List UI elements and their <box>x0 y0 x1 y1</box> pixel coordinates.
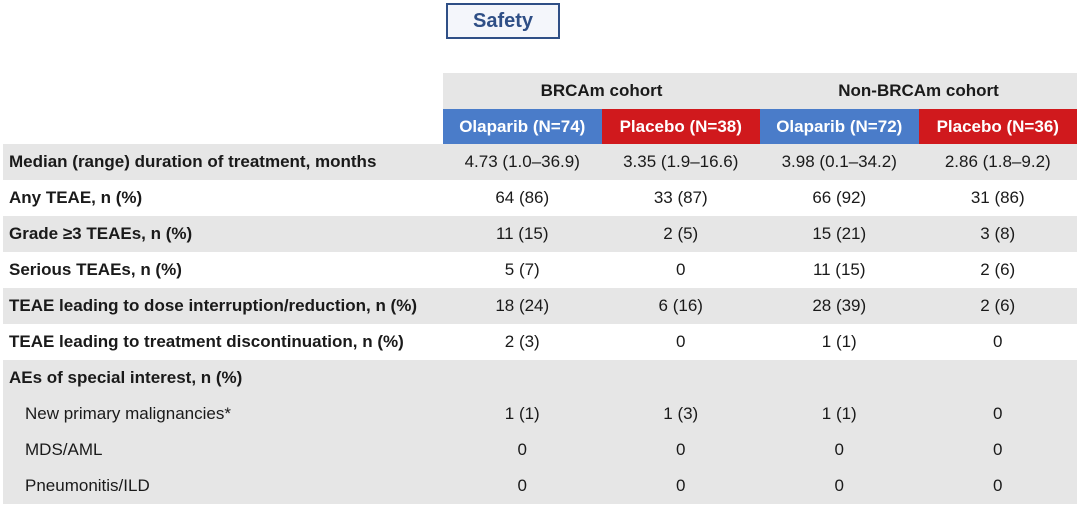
cell-value: 0 <box>601 252 760 288</box>
cell-value: 11 (15) <box>760 252 919 288</box>
table-row: Median (range) duration of treatment, mo… <box>3 144 1078 180</box>
cell-value: 18 (24) <box>443 288 602 324</box>
cell-value: 15 (21) <box>760 216 919 252</box>
cell-value: 5 (7) <box>443 252 602 288</box>
row-label: Pneumonitis/ILD <box>3 468 443 504</box>
cell-value: 0 <box>760 432 919 468</box>
cell-value: 2 (6) <box>918 288 1078 324</box>
cohort-header-brcam: BRCAm cohort <box>443 73 760 109</box>
cell-value: 6 (16) <box>601 288 760 324</box>
row-label: Grade ≥3 TEAEs, n (%) <box>3 216 443 252</box>
cell-value: 0 <box>918 468 1078 504</box>
table-row: New primary malignancies* 1 (1) 1 (3) 1 … <box>3 396 1078 432</box>
cell-value: 0 <box>601 468 760 504</box>
cell-value <box>760 360 919 396</box>
cell-value: 64 (86) <box>443 180 602 216</box>
table-row: Grade ≥3 TEAEs, n (%) 11 (15) 2 (5) 15 (… <box>3 216 1078 252</box>
row-label: New primary malignancies* <box>3 396 443 432</box>
table-row-section-heading: AEs of special interest, n (%) <box>3 360 1078 396</box>
row-label: TEAE leading to treatment discontinuatio… <box>3 324 443 360</box>
cell-value: 3.98 (0.1–34.2) <box>760 144 919 180</box>
arm-header-placebo-brcam: Placebo (N=38) <box>601 109 760 144</box>
row-label: Serious TEAEs, n (%) <box>3 252 443 288</box>
cell-value: 31 (86) <box>918 180 1078 216</box>
cell-value: 1 (1) <box>443 396 602 432</box>
cell-value <box>918 360 1078 396</box>
table-row: Pneumonitis/ILD 0 0 0 0 <box>3 468 1078 504</box>
cell-value: 4.73 (1.0–36.9) <box>443 144 602 180</box>
row-label: TEAE leading to dose interruption/reduct… <box>3 288 443 324</box>
cell-value: 0 <box>601 324 760 360</box>
cohort-header-row: BRCAm cohort Non-BRCAm cohort <box>3 73 1078 109</box>
table-row: Serious TEAEs, n (%) 5 (7) 0 11 (15) 2 (… <box>3 252 1078 288</box>
table-row: TEAE leading to treatment discontinuatio… <box>3 324 1078 360</box>
table-row: Any TEAE, n (%) 64 (86) 33 (87) 66 (92) … <box>3 180 1078 216</box>
row-label: AEs of special interest, n (%) <box>3 360 443 396</box>
cell-value: 0 <box>760 468 919 504</box>
cell-value: 3 (8) <box>918 216 1078 252</box>
arm-header-placebo-non-brcam: Placebo (N=36) <box>918 109 1078 144</box>
safety-table: BRCAm cohort Non-BRCAm cohort Olaparib (… <box>3 73 1078 504</box>
cell-value: 0 <box>443 468 602 504</box>
cell-value: 2 (3) <box>443 324 602 360</box>
cell-value: 2.86 (1.8–9.2) <box>918 144 1078 180</box>
cell-value: 3.35 (1.9–16.6) <box>601 144 760 180</box>
cell-value: 0 <box>918 324 1078 360</box>
cell-value: 28 (39) <box>760 288 919 324</box>
arm-header-olaparib-brcam: Olaparib (N=74) <box>443 109 602 144</box>
row-label: MDS/AML <box>3 432 443 468</box>
cell-value: 2 (6) <box>918 252 1078 288</box>
cohort-header-non-brcam: Non-BRCAm cohort <box>760 73 1078 109</box>
row-label: Median (range) duration of treatment, mo… <box>3 144 443 180</box>
cell-value: 0 <box>443 432 602 468</box>
arm-header-olaparib-non-brcam: Olaparib (N=72) <box>760 109 919 144</box>
table-row: TEAE leading to dose interruption/reduct… <box>3 288 1078 324</box>
cell-value: 2 (5) <box>601 216 760 252</box>
header-blank-cell <box>3 109 443 144</box>
arm-header-row: Olaparib (N=74) Placebo (N=38) Olaparib … <box>3 109 1078 144</box>
cell-value <box>601 360 760 396</box>
row-label: Any TEAE, n (%) <box>3 180 443 216</box>
cell-value: 0 <box>918 432 1078 468</box>
cell-value: 1 (3) <box>601 396 760 432</box>
cell-value: 1 (1) <box>760 396 919 432</box>
cell-value: 0 <box>918 396 1078 432</box>
table-row: MDS/AML 0 0 0 0 <box>3 432 1078 468</box>
cell-value: 1 (1) <box>760 324 919 360</box>
cell-value: 0 <box>601 432 760 468</box>
cell-value <box>443 360 602 396</box>
slide-title: Safety <box>446 3 560 39</box>
cell-value: 66 (92) <box>760 180 919 216</box>
cell-value: 11 (15) <box>443 216 602 252</box>
cell-value: 33 (87) <box>601 180 760 216</box>
header-blank-cell <box>3 73 443 109</box>
